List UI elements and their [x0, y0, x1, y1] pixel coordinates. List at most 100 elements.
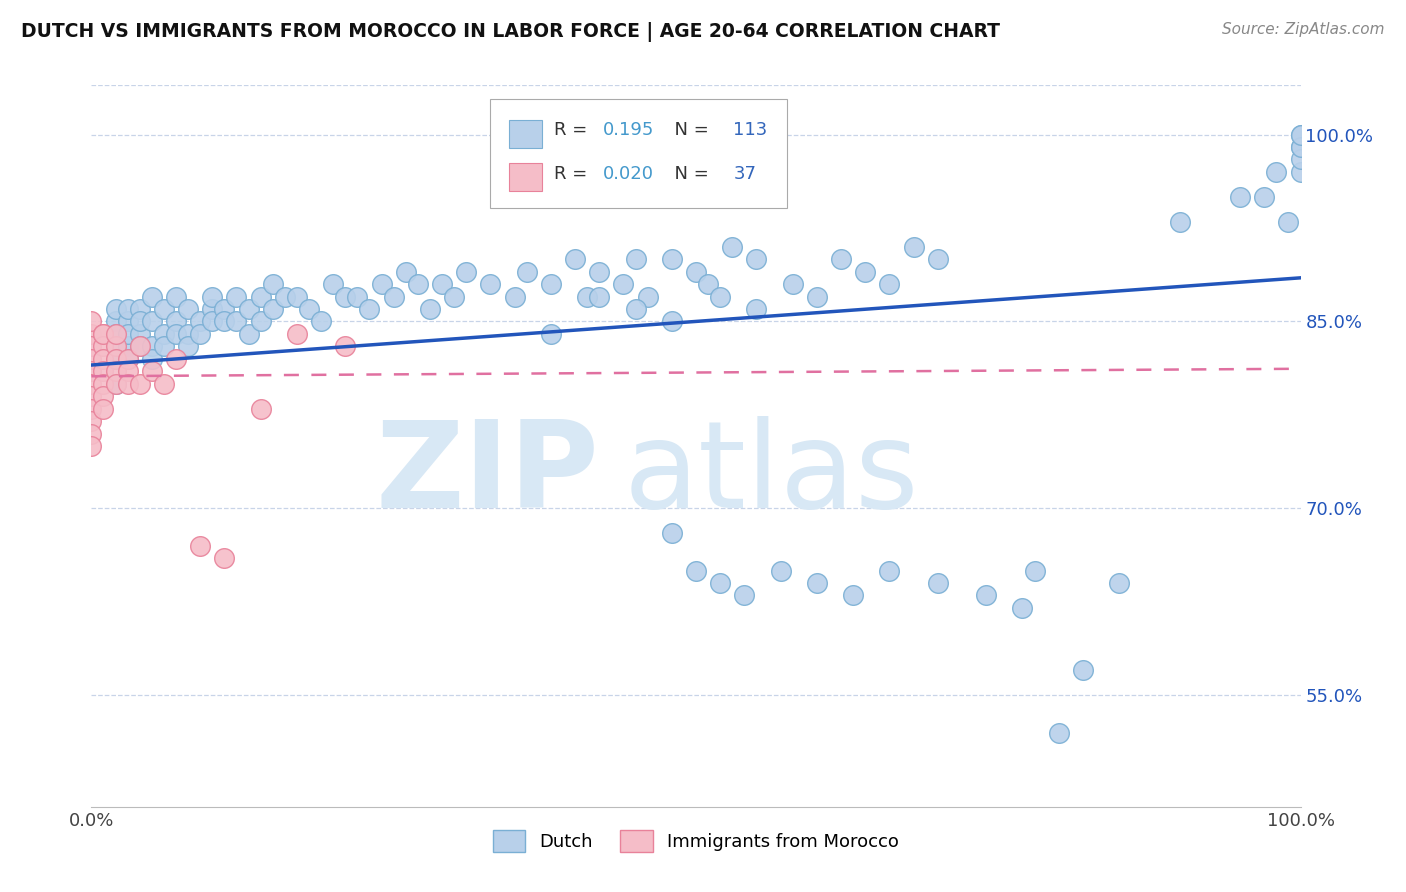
Point: [117, 364, 139, 378]
Point: [661, 314, 683, 328]
Text: N =: N =: [664, 165, 714, 183]
Point: [745, 301, 768, 316]
Point: [225, 289, 247, 303]
Point: [128, 301, 150, 316]
Point: [1168, 215, 1191, 229]
Point: [335, 339, 357, 353]
Point: [1289, 140, 1312, 154]
Point: [588, 289, 610, 303]
Point: [93, 326, 115, 341]
Point: [104, 339, 127, 353]
Point: [117, 339, 139, 353]
Point: [117, 376, 139, 391]
Point: [128, 339, 150, 353]
Point: [709, 289, 731, 303]
Point: [80, 389, 103, 403]
Point: [177, 301, 200, 316]
Point: [806, 576, 828, 591]
Point: [419, 301, 441, 316]
Point: [309, 314, 332, 328]
Point: [80, 376, 103, 391]
Point: [165, 326, 187, 341]
Point: [1289, 153, 1312, 167]
Point: [927, 252, 949, 267]
Legend: Dutch, Immigrants from Morocco: Dutch, Immigrants from Morocco: [485, 823, 907, 860]
Point: [769, 564, 792, 578]
Point: [406, 277, 429, 291]
Point: [685, 264, 707, 278]
Point: [262, 277, 284, 291]
Point: [1289, 128, 1312, 142]
Point: [503, 289, 526, 303]
Point: [93, 339, 115, 353]
Point: [274, 289, 297, 303]
Point: [104, 376, 127, 391]
Point: [1071, 663, 1094, 677]
Point: [249, 401, 271, 416]
Point: [540, 326, 562, 341]
Point: [697, 277, 720, 291]
Point: [443, 289, 465, 303]
Point: [1229, 190, 1251, 204]
Point: [117, 351, 139, 366]
Point: [262, 301, 284, 316]
Point: [104, 364, 127, 378]
Point: [842, 589, 865, 603]
Point: [1289, 165, 1312, 179]
Point: [456, 264, 478, 278]
Point: [830, 252, 852, 267]
Point: [153, 301, 176, 316]
FancyBboxPatch shape: [491, 99, 786, 208]
Point: [322, 277, 344, 291]
Point: [214, 314, 236, 328]
Point: [879, 564, 901, 578]
Point: [153, 339, 176, 353]
Point: [201, 289, 224, 303]
Point: [188, 326, 211, 341]
Point: [153, 376, 176, 391]
Point: [165, 314, 187, 328]
Point: [104, 326, 127, 341]
Point: [80, 314, 103, 328]
Point: [128, 339, 150, 353]
Point: [685, 564, 707, 578]
Point: [80, 439, 103, 453]
Point: [104, 339, 127, 353]
Point: [430, 277, 453, 291]
Point: [661, 526, 683, 541]
Point: [709, 576, 731, 591]
Point: [141, 339, 163, 353]
Point: [1289, 128, 1312, 142]
Point: [165, 351, 187, 366]
Point: [298, 301, 321, 316]
Point: [974, 589, 997, 603]
Point: [177, 339, 200, 353]
Point: [745, 252, 768, 267]
Point: [382, 289, 405, 303]
Point: [141, 364, 163, 378]
Point: [104, 376, 127, 391]
Point: [721, 240, 744, 254]
Point: [624, 301, 647, 316]
Point: [1289, 140, 1312, 154]
Point: [117, 326, 139, 341]
Point: [1047, 725, 1070, 739]
Point: [238, 301, 260, 316]
Point: [153, 326, 176, 341]
Point: [141, 351, 163, 366]
Point: [117, 314, 139, 328]
Point: [201, 301, 224, 316]
Text: atlas: atlas: [623, 417, 920, 533]
Point: [201, 314, 224, 328]
Point: [588, 264, 610, 278]
Point: [188, 314, 211, 328]
Point: [80, 414, 103, 428]
Point: [225, 314, 247, 328]
Point: [249, 314, 271, 328]
Point: [927, 576, 949, 591]
Point: [346, 289, 368, 303]
Point: [1011, 601, 1033, 615]
Text: DUTCH VS IMMIGRANTS FROM MOROCCO IN LABOR FORCE | AGE 20-64 CORRELATION CHART: DUTCH VS IMMIGRANTS FROM MOROCCO IN LABO…: [21, 22, 1000, 42]
Point: [80, 351, 103, 366]
Point: [1277, 215, 1299, 229]
